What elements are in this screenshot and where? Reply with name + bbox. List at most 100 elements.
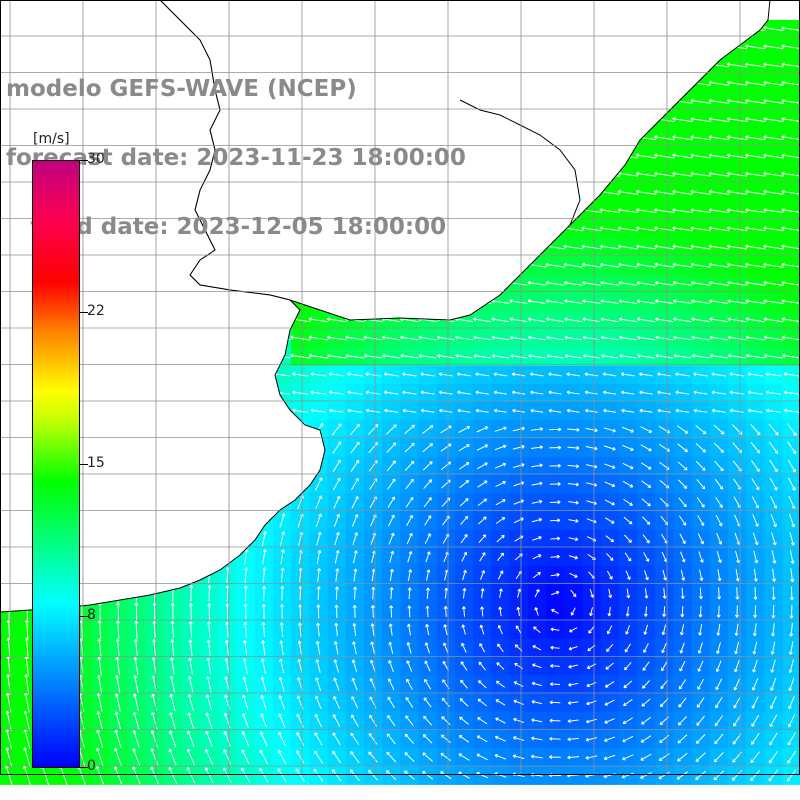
wind-arrow (772, 568, 777, 582)
wind-arrow (696, 697, 705, 708)
wind-arrow (709, 335, 728, 341)
wind-arrow (693, 390, 708, 395)
wind-arrow (260, 658, 266, 674)
wind-arrow (277, 749, 287, 765)
wind-arrow (334, 586, 339, 600)
wind-arrow (423, 479, 433, 489)
wind-arrow (708, 262, 729, 268)
wind-arrow (423, 697, 432, 708)
wind-arrow (735, 550, 740, 564)
wind-arrow (528, 335, 546, 341)
wind-arrow (768, 769, 779, 782)
wind-arrow (750, 733, 760, 745)
wind-arrow (290, 353, 310, 359)
wind-arrow (170, 602, 175, 620)
wind-arrow (314, 695, 322, 710)
wind-arrow (351, 677, 358, 691)
wind-arrow (297, 622, 302, 637)
wind-arrow (494, 753, 507, 760)
wind-arrow (405, 715, 414, 726)
wind-arrow (405, 696, 414, 708)
legend-tick-0: 0 (87, 758, 96, 774)
wind-arrow (563, 244, 583, 250)
wind-arrow (440, 443, 452, 452)
wind-arrow (459, 497, 469, 507)
wind-arrow (278, 676, 285, 692)
wind-arrow (781, 299, 800, 304)
legend-tick-mark (80, 464, 88, 465)
wind-arrow (531, 445, 543, 450)
wind-arrow (151, 657, 157, 675)
wind-arrow (679, 533, 686, 545)
wind-arrow (549, 718, 561, 723)
wind-arrow (672, 116, 693, 123)
wind-arrow (388, 641, 394, 654)
wind-arrow (332, 750, 342, 764)
wind-arrow (425, 623, 430, 636)
wind-arrow (512, 444, 525, 450)
wind-arrow (170, 639, 175, 657)
wind-arrow (424, 642, 430, 654)
wind-arrow (279, 658, 285, 674)
wind-arrow (568, 500, 579, 505)
wind-arrow (169, 712, 176, 730)
wind-arrow (751, 496, 760, 509)
wind-arrow (747, 390, 763, 395)
wind-arrow (243, 603, 248, 620)
wind-arrow (690, 207, 711, 214)
wind-arrow (690, 135, 711, 141)
wind-arrow (641, 680, 651, 689)
wind-arrow (672, 153, 693, 159)
wind-arrow (280, 567, 285, 583)
wind-arrow (132, 766, 141, 785)
wind-arrow (297, 640, 302, 655)
wind-arrow (458, 735, 470, 743)
wind-arrow (711, 390, 726, 395)
wind-arrow (459, 480, 470, 489)
wind-arrow (333, 659, 339, 673)
wind-arrow (726, 135, 748, 141)
wind-arrow (625, 570, 631, 580)
wind-arrow (367, 769, 379, 781)
wind-arrow (460, 515, 469, 525)
wind-arrow (636, 280, 656, 286)
wind-arrow (675, 408, 690, 413)
wind-arrow (624, 534, 632, 543)
wind-arrow (680, 587, 685, 600)
wind-arrow (115, 656, 121, 676)
wind-arrow (436, 335, 455, 341)
wind-arrow (603, 427, 616, 433)
wind-arrow (298, 604, 303, 619)
wind-arrow (327, 353, 347, 359)
legend-tick-mark (80, 616, 88, 617)
wind-arrow (695, 461, 706, 471)
wind-arrow (315, 640, 321, 655)
wind-arrow (763, 80, 784, 86)
wind-arrow (187, 694, 194, 711)
wind-arrow (763, 226, 784, 232)
wind-arrow (569, 572, 578, 578)
wind-arrow (582, 317, 601, 323)
wind-arrow (567, 737, 579, 742)
wind-arrow (316, 622, 320, 637)
wind-arrow (790, 568, 795, 583)
wind-arrow (677, 734, 688, 744)
wind-arrow (497, 570, 504, 580)
wind-arrow (352, 550, 358, 564)
wind-arrow (752, 532, 759, 546)
wind-arrow (96, 711, 103, 730)
wind-arrow (618, 280, 638, 286)
wind-arrow (332, 459, 341, 473)
wind-arrow (606, 570, 613, 580)
wind-arrow (781, 25, 800, 31)
wind-arrow (205, 730, 213, 747)
wind-arrow (604, 699, 615, 706)
wind-arrow (763, 317, 784, 323)
wind-arrow (423, 497, 432, 508)
wind-arrow (405, 478, 414, 490)
wind-arrow (602, 390, 617, 395)
wind-arrow (621, 426, 635, 433)
wind-arrow (673, 299, 692, 304)
wind-arrow (458, 444, 470, 452)
wind-arrow (517, 588, 522, 598)
